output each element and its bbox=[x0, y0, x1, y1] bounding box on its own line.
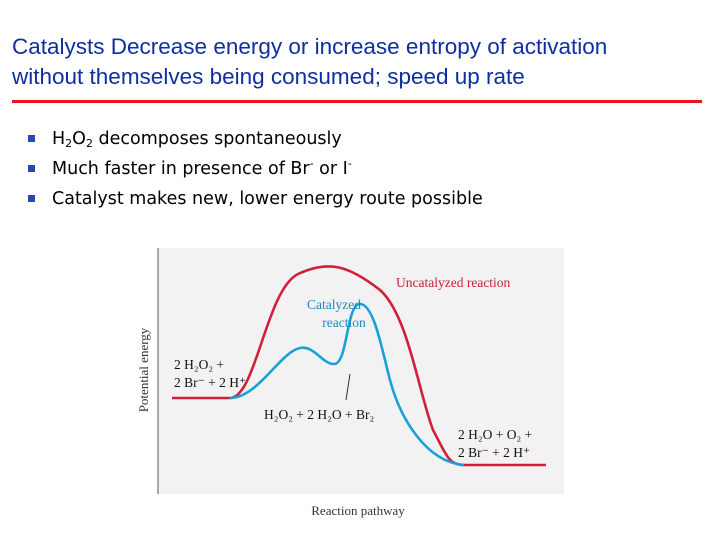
catalyzed-label-line-1: Catalyzed bbox=[307, 297, 361, 312]
x-axis-label: Reaction pathway bbox=[311, 503, 405, 518]
intermediate-label: H₂O₂ + 2 H₂O + Br₂ bbox=[264, 407, 374, 422]
y-axis-label: Potential energy bbox=[136, 327, 151, 412]
bullet-text: 2 bbox=[65, 137, 73, 150]
slide-title: Catalysts Decrease energy or increase en… bbox=[12, 32, 712, 92]
slide-title-line-1: Catalysts Decrease energy or increase en… bbox=[12, 34, 608, 59]
bullet-marker-icon bbox=[28, 165, 35, 172]
catalyzed-curve bbox=[229, 302, 465, 467]
bullet-text: decomposes spontaneously bbox=[92, 129, 342, 149]
title-divider bbox=[12, 100, 702, 103]
diagram-panel bbox=[158, 248, 564, 494]
bullet-text: O bbox=[72, 129, 86, 149]
bullet-text: Much faster in presence of Br bbox=[52, 159, 310, 179]
energy-diagram: Potential energy Reaction pathway Uncata… bbox=[128, 240, 588, 530]
bullet-item: Catalyst makes new, lower energy route p… bbox=[28, 184, 483, 214]
bullet-item: Much faster in presence of Br- or I- bbox=[28, 154, 483, 184]
reactants-line-1: 2 H₂O₂ + bbox=[174, 357, 224, 372]
bullet-text: Catalyst makes new, lower energy route p… bbox=[52, 189, 483, 209]
intermediate-pointer bbox=[345, 373, 351, 401]
uncatalyzed-curve bbox=[172, 265, 546, 467]
products-line-1: 2 H₂O + O₂ + bbox=[458, 427, 532, 442]
bullet-marker-icon bbox=[28, 195, 35, 202]
bullet-item: H2O2 decomposes spontaneously bbox=[28, 124, 483, 154]
bullet-list: H2O2 decomposes spontaneously Much faster… bbox=[28, 124, 483, 214]
products-line-2: 2 Br⁻ + 2 H⁺ bbox=[458, 445, 530, 460]
energy-diagram-svg: Potential energy Reaction pathway Uncata… bbox=[136, 248, 564, 518]
bullet-text: or I bbox=[313, 159, 348, 179]
uncatalyzed-label: Uncatalyzed reaction bbox=[396, 275, 511, 290]
bullet-text: - bbox=[309, 157, 314, 170]
bullet-marker-icon bbox=[28, 135, 35, 142]
bullet-text: - bbox=[347, 157, 352, 170]
bullet-text: 2 bbox=[85, 137, 93, 150]
slide-title-line-2: without themselves being consumed; speed… bbox=[12, 64, 525, 89]
reactants-line-2: 2 Br⁻ + 2 H⁺ bbox=[174, 375, 246, 390]
catalyzed-label-line-2: reaction bbox=[322, 315, 366, 330]
bullet-text: H bbox=[52, 129, 66, 149]
